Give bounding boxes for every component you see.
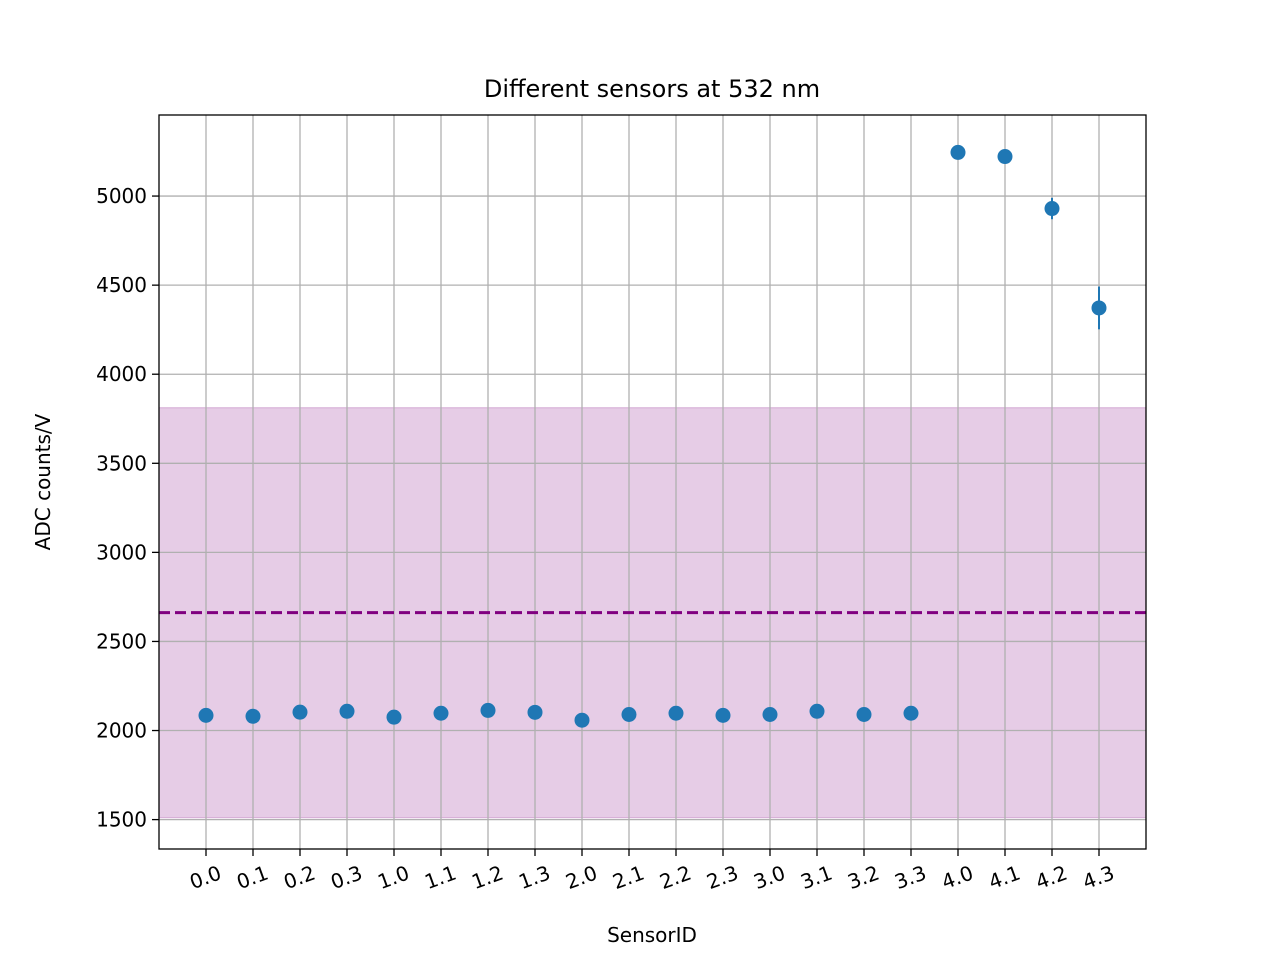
x-tick-label: 3.0 bbox=[750, 861, 788, 894]
x-tick-label: 0.1 bbox=[233, 861, 271, 894]
x-tick-label: 1.2 bbox=[468, 861, 506, 894]
data-point bbox=[245, 708, 261, 724]
data-point bbox=[809, 703, 825, 719]
data-point bbox=[621, 706, 637, 722]
data-point bbox=[480, 702, 496, 718]
x-tick-label: 2.2 bbox=[656, 861, 694, 894]
y-tick-label: 4000 bbox=[96, 362, 147, 386]
chart-title: Different sensors at 532 nm bbox=[484, 75, 820, 103]
y-axis-title: ADC counts/V bbox=[31, 413, 55, 550]
y-tick-label: 2000 bbox=[96, 719, 147, 743]
data-point bbox=[762, 706, 778, 722]
data-point bbox=[527, 704, 543, 720]
y-tick-label: 4500 bbox=[96, 273, 147, 297]
x-tick-label: 0.3 bbox=[327, 861, 365, 894]
x-tick-label: 3.2 bbox=[844, 861, 882, 894]
x-tick-label: 4.3 bbox=[1079, 861, 1117, 894]
data-point bbox=[1091, 300, 1107, 316]
data-point bbox=[1044, 201, 1060, 217]
x-tick-label: 4.1 bbox=[985, 861, 1023, 894]
x-tick-label: 0.2 bbox=[280, 861, 318, 894]
data-point bbox=[292, 704, 308, 720]
data-point bbox=[339, 703, 355, 719]
data-point bbox=[715, 707, 731, 723]
x-tick-label: 1.0 bbox=[374, 861, 412, 894]
x-tick-label: 0.0 bbox=[186, 861, 224, 894]
y-tick-label: 3000 bbox=[96, 540, 147, 564]
x-tick-label: 2.3 bbox=[703, 861, 741, 894]
x-tick-label: 4.2 bbox=[1032, 861, 1070, 894]
y-tick-label: 1500 bbox=[96, 808, 147, 832]
grid bbox=[159, 115, 1146, 849]
data-point bbox=[386, 709, 402, 725]
x-tick-label: 1.3 bbox=[515, 861, 553, 894]
x-tick-label: 1.1 bbox=[421, 861, 459, 894]
x-tick-label: 4.0 bbox=[938, 861, 976, 894]
data-point bbox=[433, 705, 449, 721]
data-point bbox=[856, 706, 872, 722]
y-tick-label: 2500 bbox=[96, 629, 147, 653]
data-point bbox=[903, 705, 919, 721]
data-points bbox=[198, 144, 1107, 728]
data-point bbox=[997, 149, 1013, 165]
data-point bbox=[574, 712, 590, 728]
plot-frame bbox=[158, 114, 1147, 850]
data-point bbox=[950, 144, 966, 160]
x-tick-label: 2.0 bbox=[562, 861, 600, 894]
x-tick-label: 3.3 bbox=[891, 861, 929, 894]
data-point bbox=[668, 705, 684, 721]
x-tick-label: 2.1 bbox=[609, 861, 647, 894]
data-point bbox=[198, 707, 214, 723]
x-axis-title: SensorID bbox=[607, 923, 697, 947]
y-tick-label: 5000 bbox=[96, 184, 147, 208]
y-tick-label: 3500 bbox=[96, 451, 147, 475]
x-tick-label: 3.1 bbox=[797, 861, 835, 894]
